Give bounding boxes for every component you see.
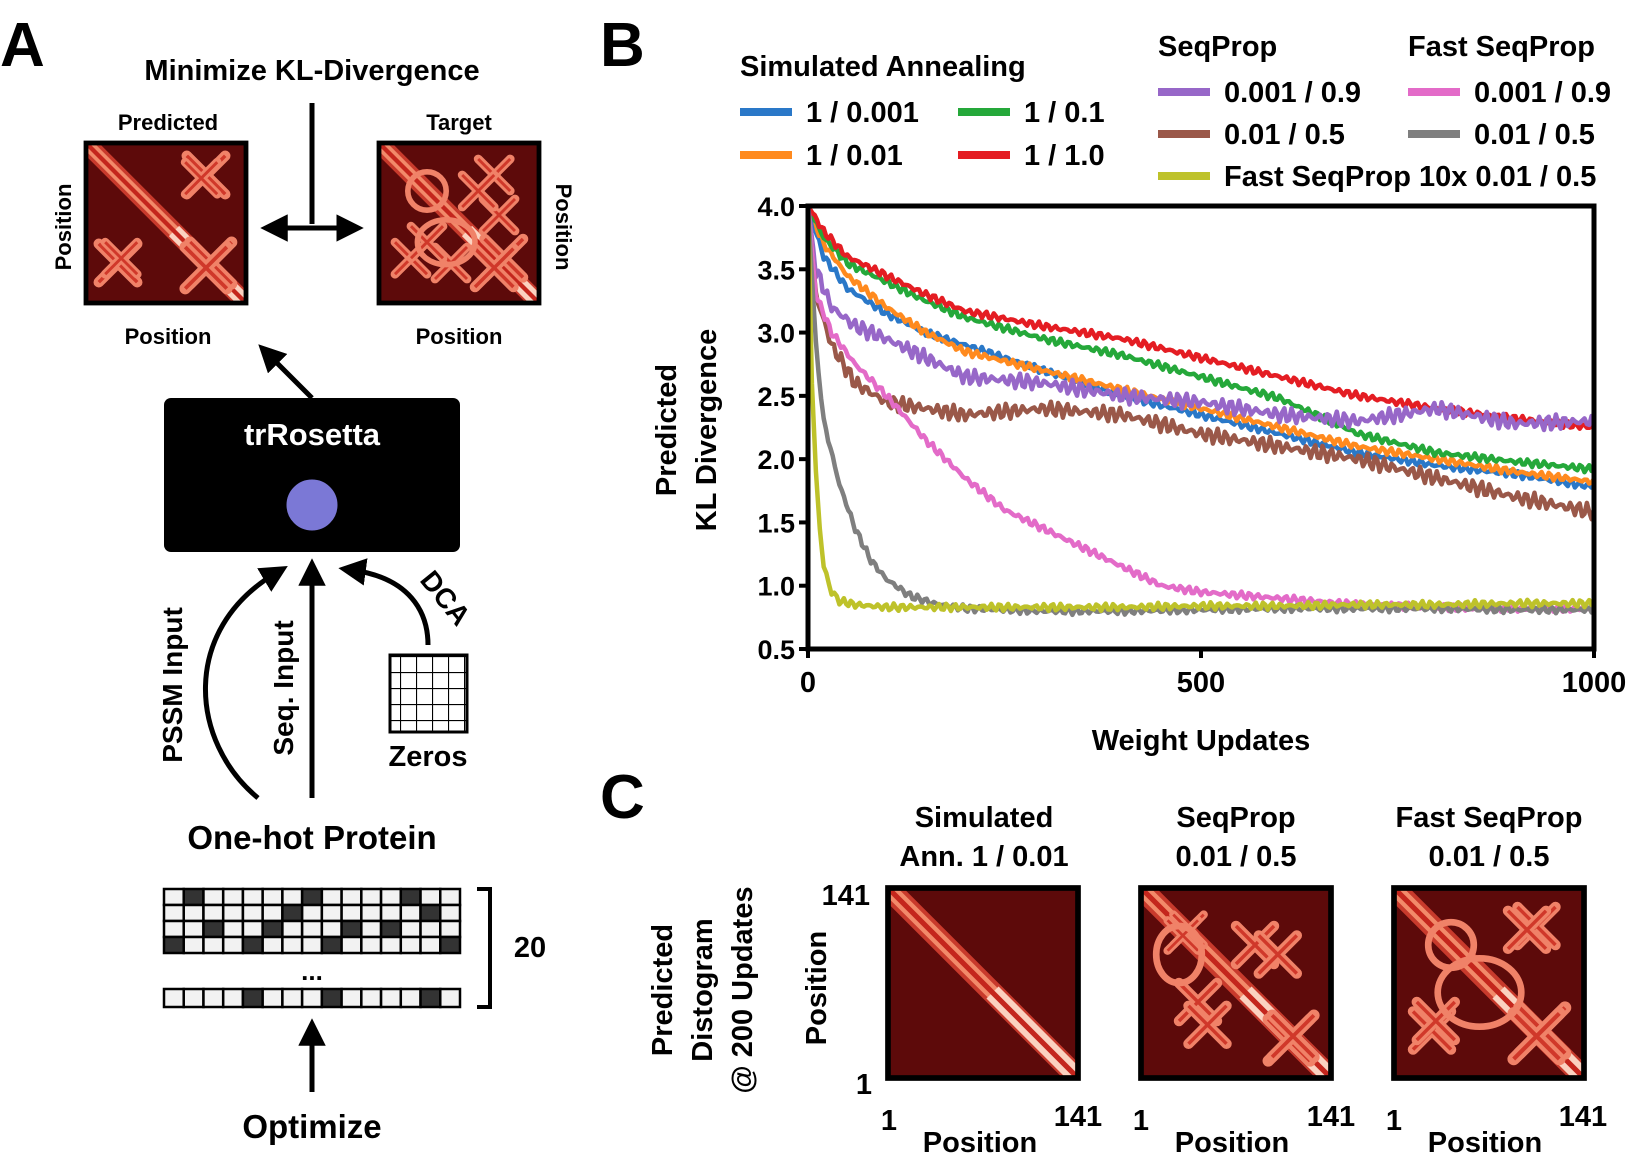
map-c1-title-line1: Simulated	[915, 802, 1054, 834]
target-y-axis-label: Position	[551, 184, 576, 271]
model-circle	[283, 476, 341, 534]
predicted-x-axis-label: Position	[125, 324, 212, 349]
x-tick-label: 500	[1177, 667, 1225, 699]
map-c2-x-axis-label: Position	[1175, 1127, 1289, 1159]
y-tick-label: 1.0	[757, 572, 795, 602]
legend-label-seqprop-001: 0.01 / 0.5	[1224, 119, 1345, 151]
distogram-map-seqprop	[1138, 885, 1334, 1081]
legend-label-sa-10: 1 / 1.0	[1024, 140, 1105, 172]
pssm-input-label: PSSM Input	[157, 607, 188, 763]
map-c-ytick-max: 141	[822, 880, 870, 912]
map-c3-xtick-max: 141	[1559, 1101, 1607, 1133]
panel-b: B Simulated Annealing SeqProp Fast SeqPr…	[600, 11, 1626, 757]
trrosetta-label: trRosetta	[244, 417, 381, 452]
map-c-y-axis-label: Position	[801, 931, 833, 1045]
x-tick-label: 1000	[1562, 667, 1627, 699]
rows-bracket	[477, 887, 492, 1009]
trrosetta-box	[164, 398, 460, 552]
predicted-label: Predicted	[118, 110, 218, 135]
legend-label-sa-0001: 1 / 0.001	[806, 97, 919, 129]
map-c1-xtick-min: 1	[881, 1105, 897, 1137]
x-tick-label: 0	[800, 667, 816, 699]
dca-arrow	[338, 558, 431, 646]
panel-a: A Minimize KL-Divergence Predicted Targe…	[0, 11, 576, 1145]
map-c1-x-axis-label: Position	[923, 1127, 1037, 1159]
panel-c: C Predicted Distogram @ 200 Updates Simu…	[600, 763, 1607, 1159]
map-c2-title-line2: 0.01 / 0.5	[1176, 841, 1297, 873]
panel-c-letter: C	[600, 763, 645, 832]
y-tick-label: 4.0	[757, 192, 795, 222]
y-tick-label: 3.5	[757, 255, 795, 285]
pssm-arrow	[203, 565, 288, 800]
distogram-map-fast-seqprop	[1391, 885, 1587, 1081]
distogram-map-simulated-annealing	[885, 885, 1081, 1081]
panel-a-letter: A	[0, 11, 45, 80]
predicted-y-axis-label: Position	[51, 184, 76, 271]
onehot-ellipsis: ...	[301, 956, 323, 986]
series-line-9	[805, 205, 1595, 614]
legend: Simulated Annealing SeqProp Fast SeqProp…	[740, 31, 1611, 193]
series-line-5	[805, 205, 1596, 433]
y-axis-label-line2: KL Divergence	[691, 329, 723, 532]
target-map	[376, 140, 542, 306]
kl-title: Minimize KL-Divergence	[144, 55, 479, 87]
target-label: Target	[426, 110, 492, 135]
y-tick-label: 1.5	[757, 508, 795, 538]
legend-label-seqprop-0001: 0.001 / 0.9	[1224, 77, 1361, 109]
onehot-label: One-hot Protein	[187, 819, 436, 856]
zeros-grid	[388, 653, 469, 734]
zeros-label: Zeros	[389, 741, 468, 773]
output-arrow	[258, 344, 314, 400]
row-label-line2: Distogram	[687, 918, 719, 1061]
legend-seqprop-heading: SeqProp	[1158, 31, 1277, 63]
map-c-ytick-min: 1	[856, 1069, 872, 1101]
y-axis-label-line1: Predicted	[651, 364, 683, 496]
legend-label-sa-001: 1 / 0.01	[806, 140, 903, 172]
y-tick-label: 2.5	[757, 382, 795, 412]
map-c3-x-axis-label: Position	[1428, 1127, 1542, 1159]
legend-label-fast-001: 0.01 / 0.5	[1474, 119, 1595, 151]
map-c1-title-line2: Ann. 1 / 0.01	[899, 841, 1068, 873]
map-c3-title-line1: Fast SeqProp	[1396, 802, 1583, 834]
map-c2-xtick-min: 1	[1133, 1105, 1149, 1137]
y-tick-label: 2.0	[757, 445, 795, 475]
y-tick-label: 0.5	[757, 635, 795, 665]
rows-count-label: 20	[514, 932, 546, 964]
kl-divergence-chart: 0.5 1.0 1.5 2.0 2.5 3.0 3.5 4.0 0 500 1000 Weight U…	[651, 192, 1626, 757]
row-label-line3: @ 200 Updates	[727, 886, 759, 1093]
onehot-matrix	[162, 887, 462, 1009]
series-line-4	[806, 204, 1595, 431]
series-line-6	[805, 205, 1597, 522]
seq-input-label: Seq. Input	[268, 620, 299, 755]
panel-b-letter: B	[600, 11, 645, 80]
series-line-3	[805, 205, 1595, 475]
target-x-axis-label: Position	[416, 324, 503, 349]
map-c3-title-line2: 0.01 / 0.5	[1429, 841, 1550, 873]
legend-label-sa-01: 1 / 0.1	[1024, 97, 1105, 129]
map-c2-xtick-max: 141	[1307, 1101, 1355, 1133]
legend-fast-heading: Fast SeqProp	[1408, 31, 1595, 63]
legend-sa-heading: Simulated Annealing	[740, 51, 1026, 83]
predicted-map	[83, 140, 249, 306]
map-c3-xtick-min: 1	[1386, 1105, 1402, 1137]
x-axis-label: Weight Updates	[1092, 725, 1311, 757]
map-c1-xtick-max: 141	[1054, 1101, 1102, 1133]
legend-label-fast10x: Fast SeqProp 10x 0.01 / 0.5	[1224, 161, 1596, 193]
optimize-label: Optimize	[242, 1108, 381, 1145]
map-c2-title-line1: SeqProp	[1176, 802, 1295, 834]
legend-label-fast-0001: 0.001 / 0.9	[1474, 77, 1611, 109]
row-label-line1: Predicted	[647, 924, 679, 1056]
y-tick-label: 3.0	[757, 319, 795, 349]
